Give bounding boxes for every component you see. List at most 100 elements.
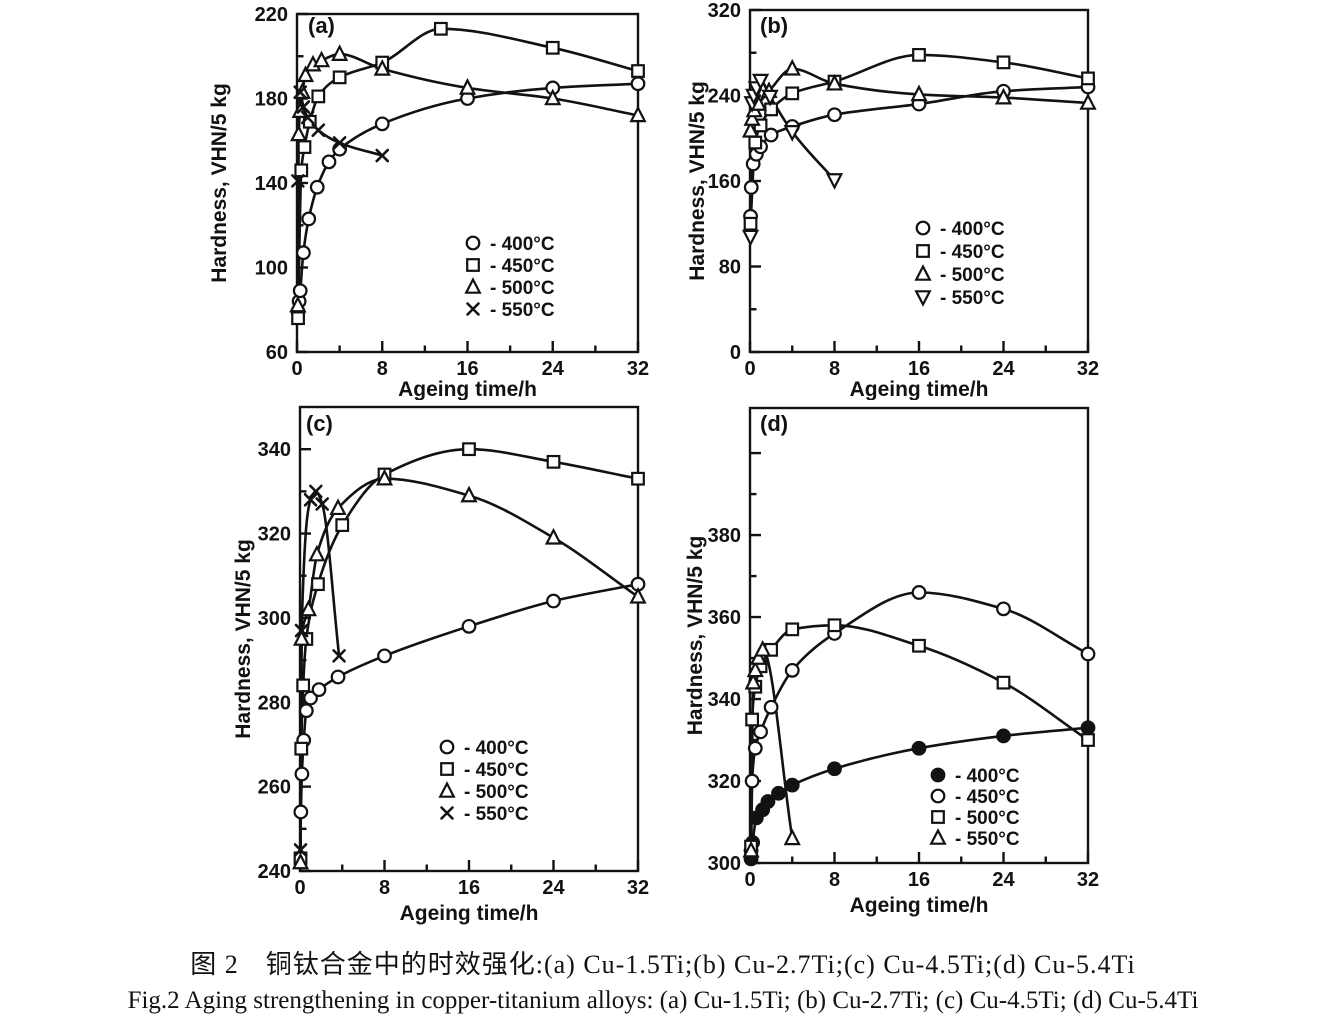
x-tick-label: 0 — [744, 869, 755, 891]
450c-marker — [433, 21, 448, 36]
y-tick-label: 300 — [708, 853, 741, 875]
400c-marker — [298, 703, 314, 719]
figure-caption: 图 2 铜钛合金中的时效强化:(a) Cu-1.5Ti;(b) Cu-2.7Ti… — [0, 944, 1326, 1015]
550c-marker — [375, 148, 390, 163]
550c-marker — [783, 125, 801, 142]
500c-marker — [329, 498, 347, 516]
legend-400c-marker — [439, 739, 455, 755]
500c-marker — [1079, 93, 1097, 110]
legend-500c-marker — [464, 277, 482, 294]
450c-marker — [764, 102, 779, 117]
500c-marker — [289, 295, 307, 313]
500c-marker — [629, 586, 647, 604]
450c-marker — [753, 724, 768, 740]
400c-marker — [311, 682, 327, 698]
550c-marker — [744, 672, 762, 690]
y-tick-label: 320 — [708, 771, 741, 793]
500c-marker — [912, 638, 926, 653]
450c-marker — [743, 216, 758, 231]
panel-b-text: 0 80 160 240 320 0 8 16 24 32 Ageing time/h Hardnes… — [686, 0, 1099, 400]
550c-marker — [761, 89, 779, 107]
x-tick-label: 8 — [379, 877, 390, 899]
panel-d-series-400c-markers — [743, 720, 1096, 867]
400c-marker — [292, 283, 308, 299]
legend-550c-marker — [466, 302, 480, 316]
legend-label-450c: - 450°C — [464, 760, 529, 781]
panel-d-label: (d) — [760, 411, 788, 436]
y-tick-label: 380 — [708, 525, 741, 547]
y-tick-label: 340 — [708, 689, 741, 711]
550c-marker — [825, 173, 844, 190]
legend-550c-marker — [929, 828, 947, 845]
550c-marker — [754, 639, 772, 657]
450c-marker — [462, 442, 476, 457]
panel-a-legend: - 400°C- 450°C- 500°C- 550°C — [464, 234, 555, 321]
y-tick-label: 160 — [708, 171, 741, 193]
panel-b-x-axis-title: Ageing time/h — [850, 378, 989, 400]
400c-marker — [827, 761, 842, 777]
legend-label-400c: - 400°C — [490, 234, 555, 255]
legend-label-400c: - 400°C — [940, 219, 1005, 240]
500c-marker — [308, 544, 326, 562]
400c-marker — [771, 785, 786, 801]
400c-marker — [760, 794, 776, 809]
500c-marker — [458, 78, 477, 95]
y-tick-label: 60 — [266, 342, 288, 364]
400c-marker — [374, 116, 390, 132]
500c-marker — [910, 84, 928, 102]
400c-marker — [295, 245, 311, 261]
500c-marker — [289, 124, 308, 142]
legend-label-450c: - 450°C — [490, 256, 555, 277]
400c-marker — [294, 766, 310, 782]
legend-450c-marker — [930, 788, 946, 804]
legend-label-550c: - 550°C — [464, 804, 529, 825]
y-tick-label: 80 — [719, 257, 741, 279]
caption-english: Fig.2 Aging strengthening in copper-tita… — [127, 987, 1199, 1014]
legend-label-450c: - 450°C — [940, 242, 1005, 263]
450c-marker — [332, 70, 347, 85]
400c-marker — [309, 179, 325, 195]
x-tick-label: 0 — [294, 877, 305, 899]
400c-marker — [303, 690, 318, 706]
y-tick-label: 320 — [708, 0, 741, 22]
legend-400c-marker — [465, 235, 481, 251]
400c-marker — [377, 648, 392, 664]
legend-label-500c: - 500°C — [940, 265, 1005, 286]
400c-marker — [743, 180, 759, 195]
caption-chinese: 图 2 铜钛合金中的时效强化:(a) Cu-1.5Ti;(b) Cu-2.7Ti… — [190, 950, 1136, 979]
x-tick-label: 8 — [377, 358, 388, 380]
legend-500c-marker — [931, 810, 945, 824]
400c-marker — [1080, 720, 1096, 736]
panel-b-chart: 0 80 160 240 320 0 8 16 24 32 Ageing time/h Hardnes… — [686, 0, 1099, 400]
450c-marker — [545, 40, 560, 55]
450c-marker — [294, 741, 309, 756]
450c-marker — [748, 135, 763, 150]
500c-marker — [741, 120, 760, 138]
500c-marker — [743, 109, 761, 126]
panel-c-series-500c-markers — [291, 468, 647, 870]
panel-b-series-450c-curve — [749, 53, 1089, 224]
y-tick-label: 140 — [255, 173, 288, 195]
x-tick-label: 32 — [627, 358, 649, 380]
legend-450c-marker — [440, 762, 454, 776]
500c-marker — [544, 527, 563, 545]
400c-marker — [784, 777, 800, 793]
550c-marker — [309, 484, 323, 499]
panel-c-legend: - 400°C- 450°C- 500°C- 550°C — [438, 738, 529, 825]
450c-marker — [631, 471, 645, 486]
400c-marker — [330, 669, 346, 685]
550c-marker — [311, 123, 326, 137]
panel-b-series-550c-markers — [741, 73, 844, 247]
400c-marker — [827, 107, 842, 123]
legend-400c-marker — [915, 220, 931, 236]
400c-marker — [996, 728, 1011, 744]
legend-label-550c: - 550°C — [955, 829, 1020, 850]
panel-d-text: 300 320 340 360 380 0 8 16 24 32 Ageing time/h Hard… — [684, 411, 1099, 917]
x-tick-label: 0 — [291, 358, 302, 380]
400c-marker — [321, 154, 337, 170]
panel-b-y-axis-title: Hardness, VHN/5 kg — [686, 81, 709, 281]
panel-a-series-550c-curve — [296, 90, 383, 181]
y-tick-label: 240 — [258, 861, 291, 883]
500c-marker — [1081, 733, 1095, 747]
